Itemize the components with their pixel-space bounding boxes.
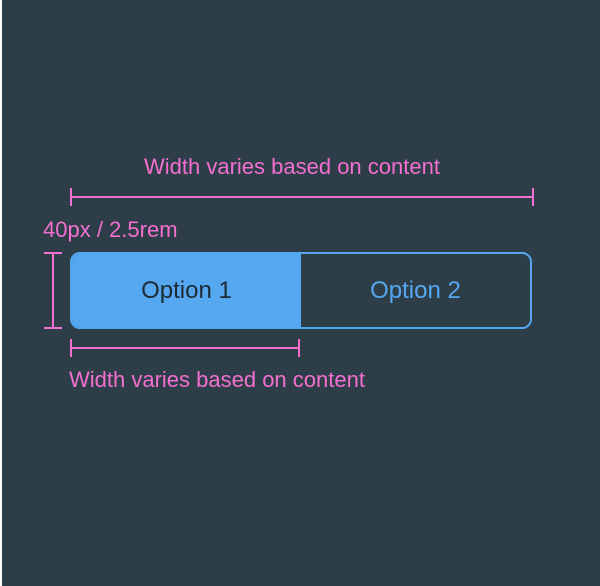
segment-width-annotation-label: Width varies based on content [69, 367, 365, 392]
segment-option-1-label: Option 1 [141, 276, 232, 304]
segmented-control: Option 1 Option 2 [70, 252, 532, 329]
segment-option-2[interactable]: Option 2 [301, 254, 530, 327]
height-annotation-label: 40px / 2.5rem [43, 217, 178, 242]
segment-option-2-label: Option 2 [370, 276, 461, 304]
segment-option-1[interactable]: Option 1 [72, 254, 301, 327]
total-width-annotation-label: Width varies based on content [144, 154, 440, 179]
